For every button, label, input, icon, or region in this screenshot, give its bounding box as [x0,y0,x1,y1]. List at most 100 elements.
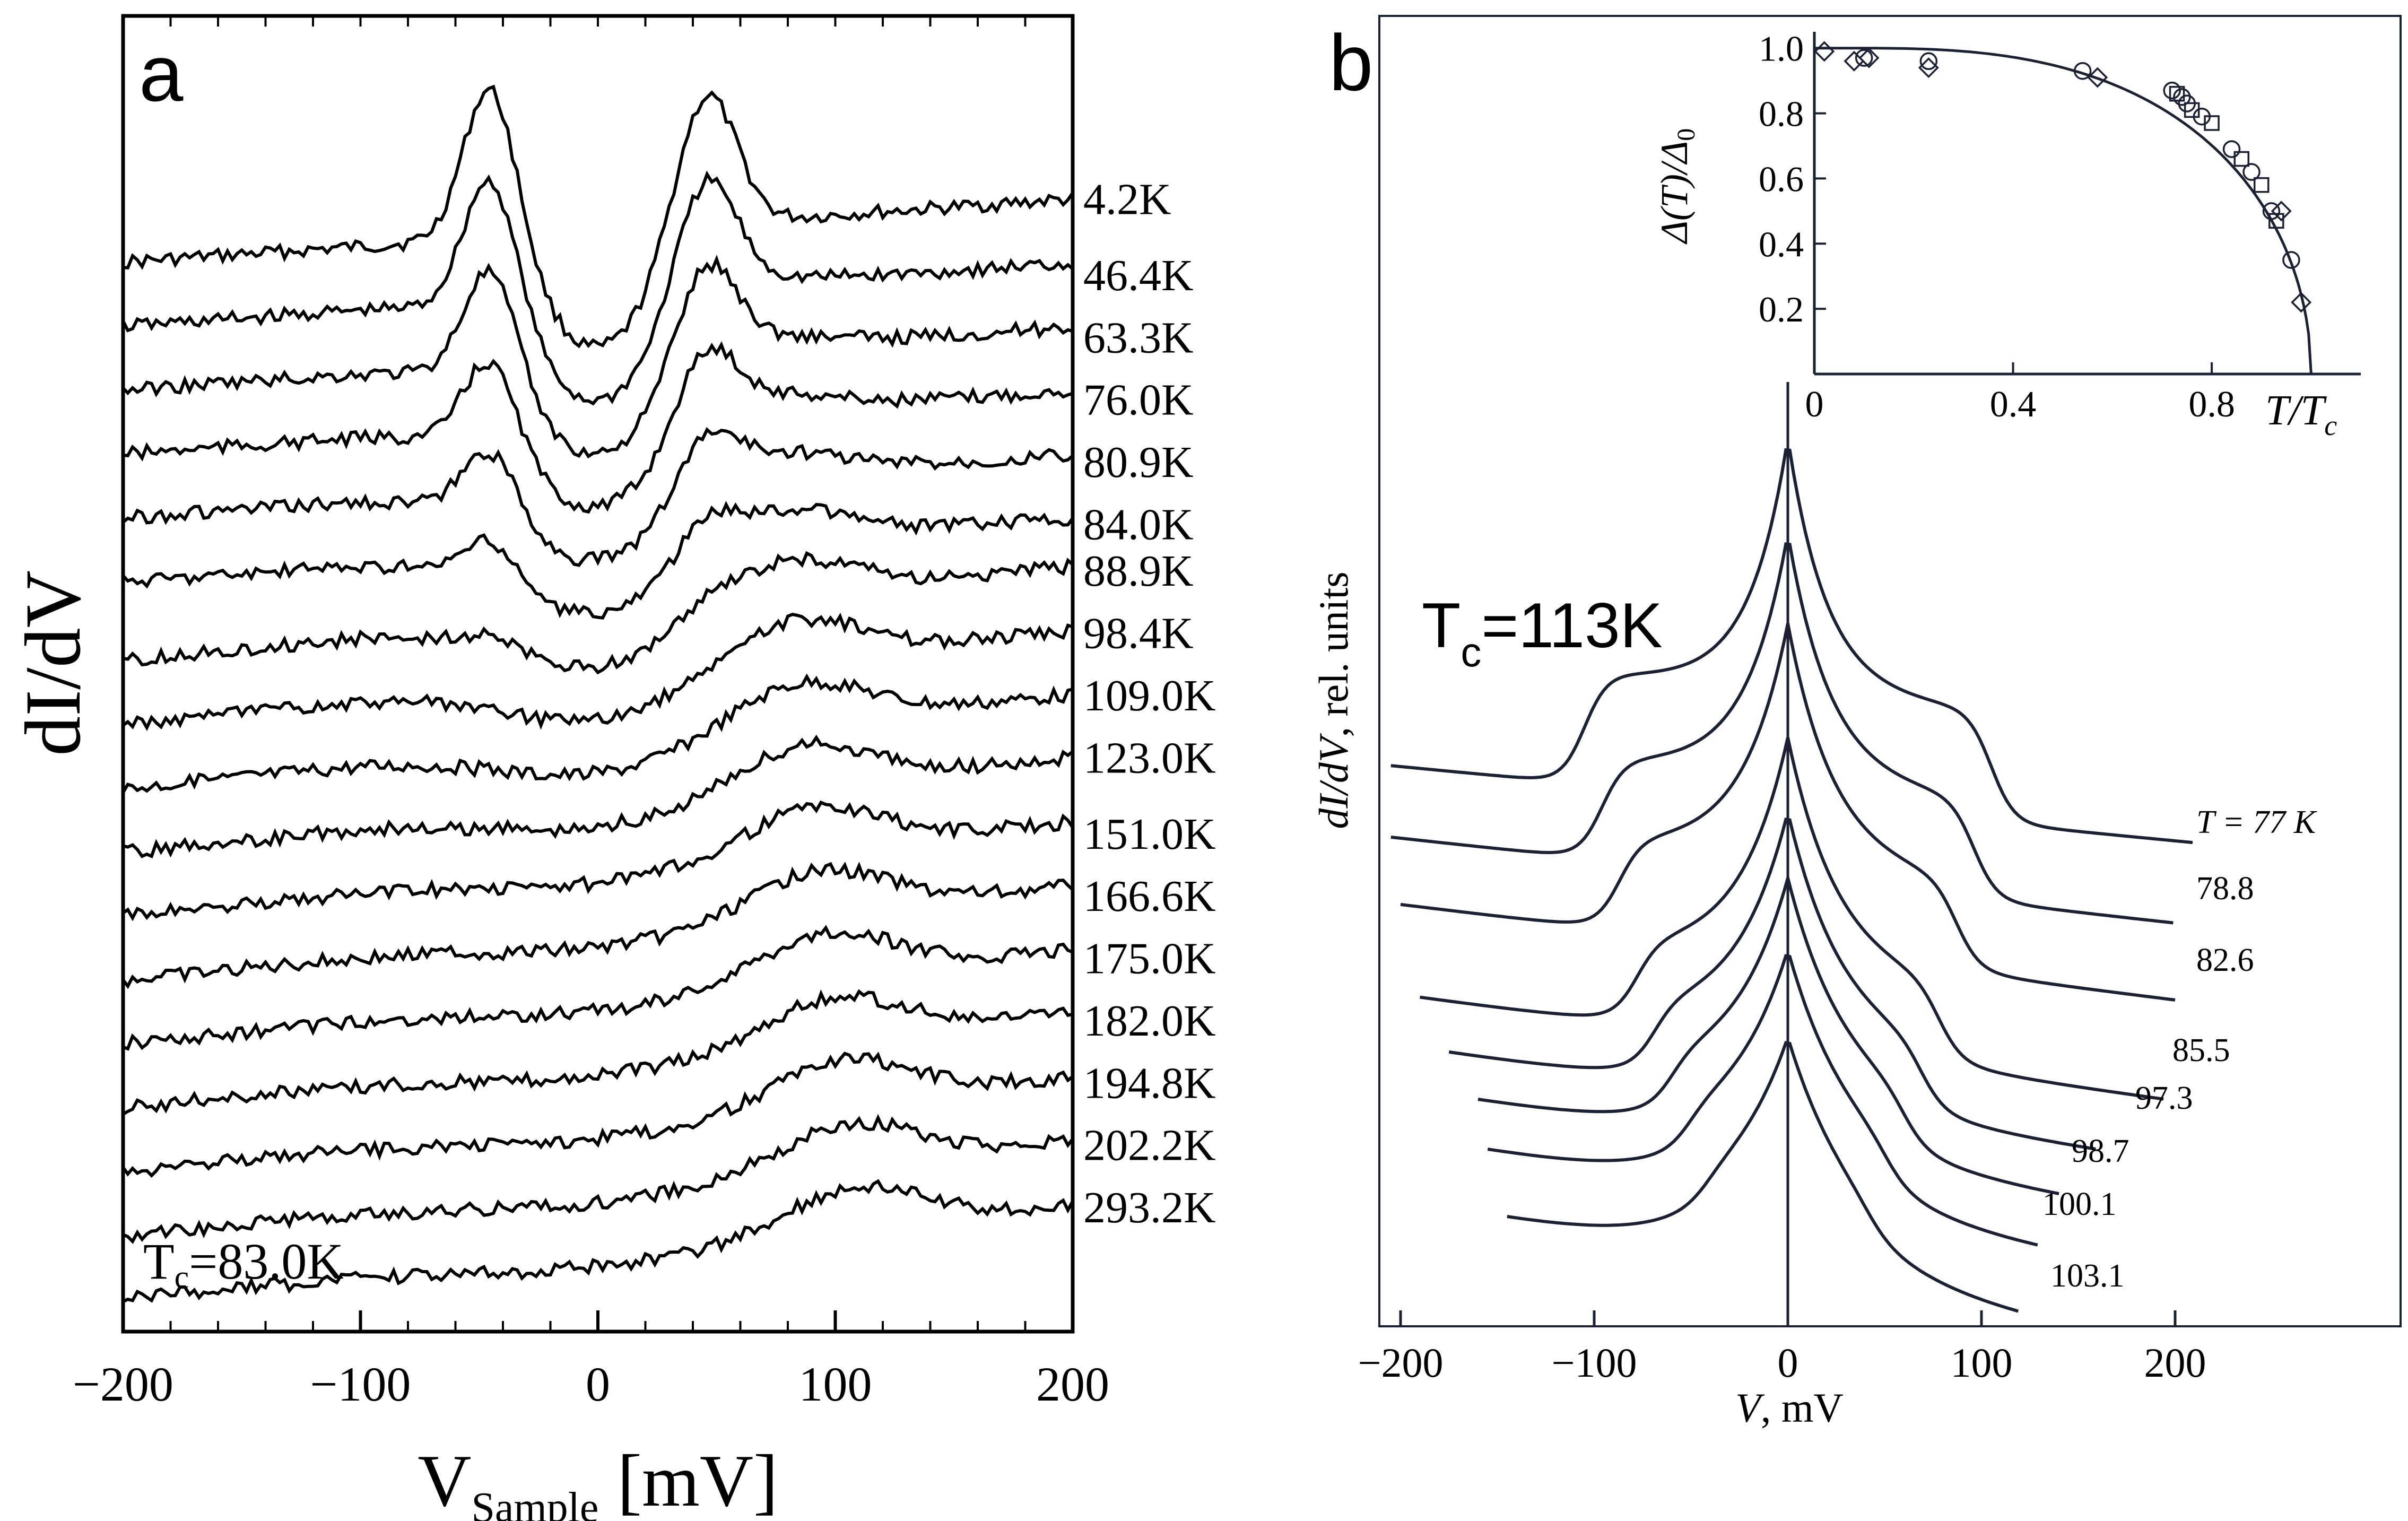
series-label-t-77-k: T = 77 K [2196,804,2318,840]
series-label-123-0k: 123.0K [1083,733,1216,783]
curve-103-1 [1507,1041,2019,1313]
panel-b-curves [1390,448,2193,1313]
curve-76-0k [123,341,1073,514]
panel-b-tc-annotation: Tc=113K [1422,590,1663,675]
inset-points [1814,41,2312,313]
curve-123-0k [123,734,1074,859]
curve-78-8 [1390,542,2174,925]
series-label-175-0k: 175.0K [1083,934,1216,984]
series-label-88-9k: 88.9K [1083,546,1194,596]
inset-y-axis-label: Δ(T)/Δ0 [1653,128,1700,245]
panel-a-curves [121,84,1074,1303]
inset-x-tick-label: 0.8 [2188,384,2235,425]
curve-4-2k [123,84,1074,349]
panel-b-inset: 0.2 0.4 0.6 0.8 1.0 0 0.4 0.8 Δ(T)/Δ0 T/Tc [1653,29,2361,441]
curve-98-4k [122,612,1073,731]
series-label-76-0k: 76.0K [1083,376,1194,425]
curve-194-8k [121,1051,1074,1178]
series-label-80-9k: 80.9K [1083,438,1194,487]
series-label-84-0k: 84.0K [1083,500,1194,550]
series-label-98-4k: 98.4K [1083,609,1194,658]
series-label-46-4k: 46.4K [1083,251,1194,300]
inset-point-square [2253,177,2270,193]
series-label-202-2k: 202.2K [1083,1121,1216,1170]
curve-82-6 [1400,623,2176,1002]
curve-63-3k [121,255,1073,459]
series-label-85-5: 85.5 [2172,1032,2230,1068]
panel-b: b T = 77 K 78.8 82.6 85.5 97.398.7 100.1 103.1… [1310,15,2402,1431]
inset-y-tick-label: 0.4 [1759,224,1804,264]
x-tick-label: −200 [73,1357,173,1411]
series-label-78-8: 78.8 [2196,871,2254,907]
panel-b-series-labels: T = 77 K 78.8 82.6 85.5 97.398.7 100.1 103.1 [2042,804,2318,1294]
inset-point-diamond [1858,47,1880,68]
inset-point-circle [2262,202,2281,220]
curve-202-2k [122,1114,1074,1244]
inset-point-diamond [2087,67,2108,88]
curve-t-77-k [1390,448,2193,845]
x-tick-label: 0 [586,1357,610,1411]
curve-98-7 [1477,872,2059,1196]
x-tick-label: −100 [1552,1340,1637,1386]
x-tick-label: 200 [2144,1340,2206,1386]
inset-point-diamond [2271,201,2292,222]
inset-point-diamond [1814,41,1835,62]
panel-b-label: b [1329,18,1373,107]
panel-a-label: a [139,29,184,118]
series-label-98-7: 98.7 [2072,1133,2129,1169]
series-label-97-3: 97.3 [2135,1080,2193,1116]
series-label-4-2k: 4.2K [1083,175,1171,224]
inset-y-tick-label: 0.6 [1759,159,1804,199]
panel-b-x-ticks: −200 −100 0 100 200 [1358,1310,2206,1386]
inset-point-circle [2073,62,2092,80]
inset-point-circle [1855,49,1873,67]
panel-a-tc-annotation: Tc=83.0K [143,1233,344,1296]
series-label-166-6k: 166.6K [1083,872,1216,921]
inset-y-tick-label: 0.8 [1759,94,1804,134]
curve-88-9k [123,551,1074,675]
panel-a-x-axis-label: VSample [mV] [418,1440,778,1521]
curve-151-0k [122,800,1074,922]
curve-166-6k [121,862,1074,989]
inset-point-circle [2222,140,2241,158]
curve-109-0k [121,673,1073,794]
inset-x-tick-label: 0.4 [1990,384,2037,425]
series-label-182-0k: 182.0K [1083,996,1216,1046]
panel-b-y-axis-label: dI/dV, rel. units [1310,571,1357,829]
curve-97-3 [1448,818,2096,1151]
series-label-151-0k: 151.0K [1083,810,1216,859]
inset-y-tick-label: 0.2 [1759,289,1804,329]
x-tick-label: −200 [1358,1340,1444,1386]
panel-a-y-axis-label: dI/dV [9,570,97,756]
x-tick-label: 0 [1778,1340,1798,1386]
x-tick-label: 100 [799,1357,872,1411]
series-label-103-1: 103.1 [2050,1258,2125,1294]
curve-175-0k [122,925,1074,1051]
series-label-82-6: 82.6 [2196,942,2254,978]
inset-point-square [2204,115,2220,131]
inset-y-tick-label: 1.0 [1759,29,1804,69]
inset-x-axis-label: T/Tc [2265,387,2337,441]
inset-point-circle [2282,251,2300,269]
inset-point-diamond [2291,292,2312,313]
x-tick-label: 200 [1036,1357,1109,1411]
curve-85-5 [1420,737,2164,1101]
panel-a-x-ticks: −200 −100 0 100 200 [73,16,1109,1411]
curve-100-1 [1487,954,2038,1247]
series-label-194-8k: 194.8K [1083,1058,1216,1108]
inset-x-tick-label: 0 [1805,384,1824,425]
series-label-100-1: 100.1 [2042,1186,2117,1222]
inset-ticks: 0.2 0.4 0.6 0.8 1.0 0 0.4 0.8 [1759,29,2235,425]
curve-80-9k [122,427,1074,567]
inset-point-square [2233,151,2250,167]
inset-point-circle [2163,81,2181,100]
series-label-109-0k: 109.0K [1083,671,1216,720]
panel-b-frame [1378,15,2402,1327]
panel-b-x-axis-label: V, mV [1735,1385,1844,1431]
series-label-63-3k: 63.3K [1083,313,1194,362]
inset-point-square [2169,85,2185,102]
curve-293-2k [122,1179,1074,1303]
